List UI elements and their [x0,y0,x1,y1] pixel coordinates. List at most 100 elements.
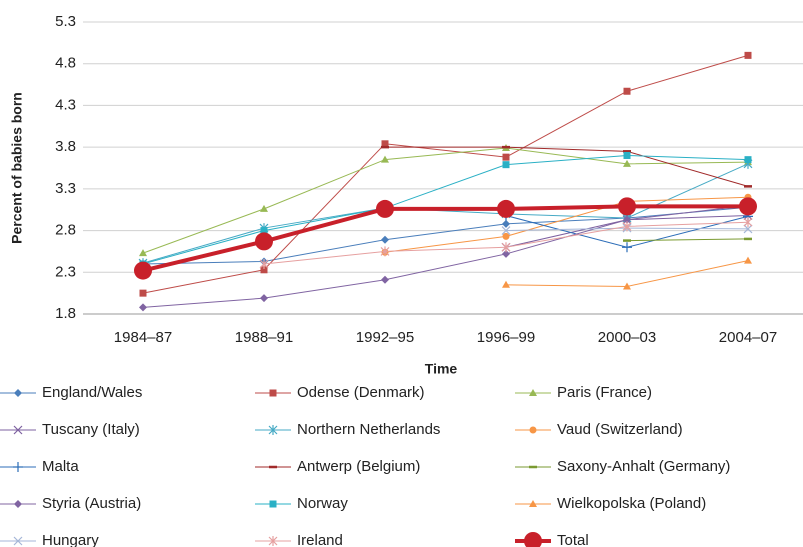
line [142,54,749,294]
marker [529,500,537,507]
legend-label: Antwerp (Belgium) [297,458,420,475]
legend-item: Odense (Denmark) [255,384,425,401]
legend-item: Northern Netherlands [255,421,440,438]
marker [255,232,273,251]
series [502,256,752,290]
legend-label: Total [557,532,589,547]
marker [381,235,389,244]
marker [623,282,631,290]
legend-item: Antwerp (Belgium) [255,458,420,475]
marker [743,217,753,228]
marker [260,227,268,235]
marker [268,425,278,435]
marker [260,266,268,274]
marker [497,199,515,218]
marker [622,242,632,253]
legend-item: Ireland [255,532,343,547]
marker [502,219,510,228]
marker [623,87,631,95]
series [259,217,753,269]
x-tick-label: 2000–03 [598,329,656,346]
marker [139,303,147,312]
legend-item: Wielkopolska (Poland) [515,495,706,512]
legend-label: Malta [42,458,79,475]
marker [623,151,631,159]
legend-label: Wielkopolska (Poland) [557,495,706,512]
line [142,147,749,254]
marker [259,258,269,269]
series [139,203,752,268]
series [381,193,752,256]
legend-label: Ireland [297,532,343,547]
x-tick-label: 1984–87 [114,329,172,346]
series [623,237,752,242]
marker [139,289,147,297]
marker [381,275,389,284]
legend-item: Vaud (Switzerland) [515,421,683,438]
legend-item: England/Wales [0,384,142,401]
legend-label: Norway [297,495,348,512]
line [142,205,749,308]
line [142,163,749,264]
series [139,201,752,312]
marker [524,532,542,547]
marker [623,215,631,224]
legend-label: Styria (Austria) [42,495,141,512]
marker [529,389,537,396]
marker [269,500,277,508]
y-tick-label: 5.3 [55,13,76,30]
x-tick-label: 1996–99 [477,329,535,346]
marker [381,140,389,148]
series [134,197,757,280]
marker [139,249,147,257]
y-tick-label: 2.8 [55,222,76,239]
series [381,145,752,188]
marker [260,294,268,303]
marker [743,224,753,234]
marker [501,226,511,235]
legend-item: Paris (France) [515,384,652,401]
marker [376,199,394,218]
legend-label: England/Wales [42,384,142,401]
y-tick-label: 3.3 [55,180,76,197]
legend-label: Hungary [42,532,99,547]
legend-item: Saxony-Anhalt (Germany) [515,458,730,475]
y-tick-label: 2.3 [55,263,76,280]
x-tick-label: 2004–07 [719,329,777,346]
y-tick-label: 1.8 [55,305,76,322]
marker [501,242,511,253]
legend-label: Northern Netherlands [297,421,440,438]
marker [13,536,23,546]
series [138,158,753,269]
marker [268,536,278,546]
legend-item: Malta [0,458,79,475]
legend-item: Total [515,532,589,547]
marker [13,462,23,472]
legend-label: Tuscany (Italy) [42,421,140,438]
marker [502,232,510,240]
marker [529,426,537,434]
series [139,51,752,297]
marker [623,159,631,167]
legend-item: Hungary [0,532,99,547]
line [384,196,749,253]
marker [260,204,268,212]
marker [744,51,752,59]
marker [618,197,636,216]
line [142,154,749,265]
x-tick-label: 1988–91 [235,329,293,346]
legend-label: Paris (France) [557,384,652,401]
marker [744,256,752,264]
marker [502,153,510,161]
marker [14,500,22,508]
marker [622,221,632,232]
legend-item: Norway [255,495,348,512]
line [142,206,749,265]
legend-label: Odense (Denmark) [297,384,425,401]
y-tick-label: 3.8 [55,138,76,155]
line [626,238,749,242]
marker [739,197,757,216]
line [142,204,748,273]
marker [380,246,390,257]
